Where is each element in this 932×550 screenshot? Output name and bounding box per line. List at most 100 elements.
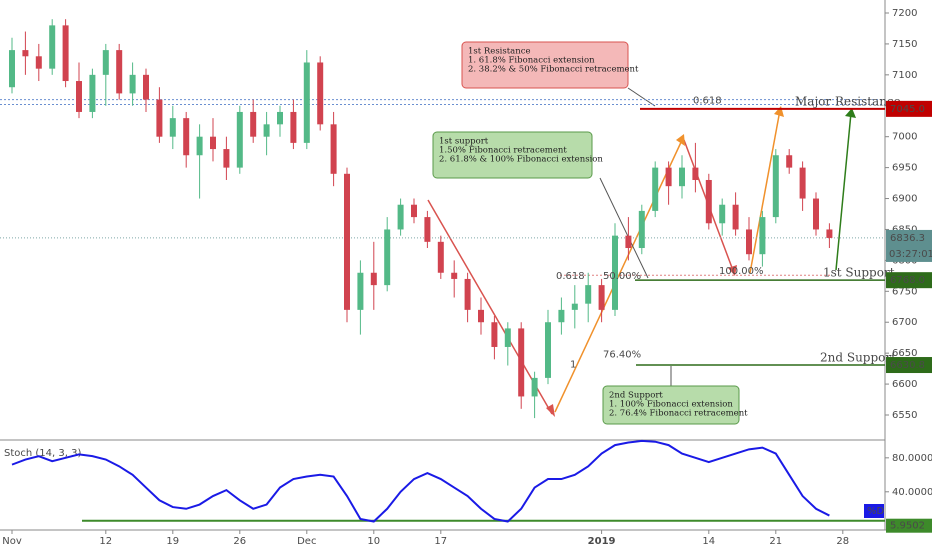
y-tick-label: 7000 bbox=[892, 132, 917, 143]
candle-body bbox=[223, 149, 230, 168]
candle-body bbox=[290, 111, 297, 143]
price-tag-label: 6768.0 bbox=[890, 275, 925, 286]
level-name: Major Resistance bbox=[795, 94, 901, 108]
y-tick-label: 6550 bbox=[892, 410, 917, 421]
candle-body bbox=[250, 111, 257, 137]
series-tag bbox=[864, 504, 884, 518]
x-tick-label: 12 bbox=[99, 536, 112, 547]
candle-body bbox=[612, 235, 618, 310]
annotation-text: 1st support bbox=[439, 137, 489, 147]
price-tag-label: 7045.0 bbox=[890, 104, 925, 115]
pane-title: Stoch (14, 3, 3) bbox=[4, 448, 81, 459]
candle-body bbox=[705, 179, 712, 224]
candle-body bbox=[826, 229, 833, 238]
candle-body bbox=[116, 50, 123, 94]
y-tick-label: 80.0000 bbox=[892, 453, 932, 464]
x-tick-label: 26 bbox=[233, 536, 246, 547]
candle-body bbox=[571, 303, 578, 310]
price-tag-label: 5.9502 bbox=[890, 521, 925, 532]
annotation-text: 1.50% Fibonacci retracement bbox=[439, 146, 567, 156]
series-tag-label: %D bbox=[867, 506, 885, 517]
candle-body bbox=[330, 124, 337, 174]
candle-body bbox=[652, 167, 659, 211]
arrow bbox=[835, 112, 852, 271]
candle-body bbox=[478, 309, 484, 323]
level-name: 1st Support bbox=[823, 266, 895, 280]
candle-body bbox=[156, 99, 163, 137]
candle-body bbox=[719, 204, 726, 224]
candle-body bbox=[89, 74, 96, 112]
candle-body bbox=[518, 328, 525, 397]
candle-body bbox=[598, 285, 605, 310]
candle-body bbox=[143, 74, 149, 100]
candle-body bbox=[344, 173, 350, 310]
y-tick-label: 7100 bbox=[892, 70, 917, 81]
pointer bbox=[599, 177, 649, 279]
candle-body bbox=[692, 167, 699, 180]
annotation-box bbox=[461, 41, 629, 89]
candle-body bbox=[357, 272, 364, 310]
candle-body bbox=[759, 217, 766, 255]
candle-body bbox=[786, 155, 793, 168]
x-tick-label: 14 bbox=[702, 536, 715, 547]
price-tag bbox=[886, 518, 932, 533]
candle-body bbox=[370, 272, 377, 286]
candle-body bbox=[210, 136, 216, 150]
candle-body bbox=[303, 62, 310, 143]
candle-body bbox=[531, 377, 538, 397]
pointer bbox=[627, 87, 656, 107]
candle-body bbox=[62, 25, 69, 82]
candle-body bbox=[76, 81, 82, 112]
annotation-box bbox=[432, 131, 593, 179]
y-tick-label: 40.0000 bbox=[892, 487, 932, 498]
x-tick-label: 19 bbox=[166, 536, 179, 547]
candle-body bbox=[424, 217, 431, 242]
candle-body bbox=[813, 198, 819, 230]
countdown: 03:27:01 bbox=[889, 249, 932, 260]
fib-label: 50.00% bbox=[603, 271, 641, 282]
annotation-text: 1. 100% Fibonacci extension bbox=[609, 400, 733, 410]
candle-body bbox=[464, 278, 471, 310]
annotation-text: 2. 76.4% Fibonacci retracement bbox=[609, 409, 748, 419]
candle-body bbox=[545, 322, 551, 378]
candle-body bbox=[772, 155, 779, 218]
candle-body bbox=[263, 124, 270, 137]
candle-body bbox=[437, 241, 444, 273]
candle-body bbox=[22, 50, 29, 57]
y-tick-label: 6700 bbox=[892, 317, 917, 328]
price-tag-label: 6836.3 bbox=[890, 233, 925, 244]
fib-label: 76.40% bbox=[603, 350, 641, 361]
x-tick-label: Nov bbox=[2, 536, 22, 547]
candle-body bbox=[397, 204, 404, 230]
candle-body bbox=[585, 285, 592, 304]
level-name: 2nd Support bbox=[820, 351, 896, 365]
annotation-text: 1. 61.8% Fibonacci extension bbox=[468, 56, 595, 66]
fib-label: 100.00% bbox=[719, 266, 764, 277]
annotation-text: 1st Resistance bbox=[468, 47, 531, 57]
candle-body bbox=[49, 25, 56, 69]
arrow-head bbox=[728, 265, 737, 276]
x-tick-label: Dec bbox=[297, 536, 316, 547]
candle-body bbox=[236, 111, 243, 168]
price-tag bbox=[886, 357, 932, 374]
fib-label: 0.618 bbox=[693, 96, 722, 107]
arrow-head bbox=[546, 404, 555, 417]
y-tick-label: 6950 bbox=[892, 163, 917, 174]
x-tick-label: 17 bbox=[434, 536, 447, 547]
arrow-head bbox=[676, 134, 685, 146]
y-tick-label: 7200 bbox=[892, 8, 917, 19]
annotation-text: 2. 38.2% & 50% Fibonacci retracement bbox=[468, 65, 639, 75]
price-tag bbox=[886, 100, 932, 117]
candle-body bbox=[129, 74, 136, 94]
annotation-text: 2nd Support bbox=[609, 391, 663, 401]
annotation-box bbox=[602, 385, 740, 425]
candle-body bbox=[451, 272, 458, 279]
candle-body bbox=[638, 210, 645, 249]
price-tag bbox=[886, 229, 932, 262]
arrow bbox=[554, 137, 684, 413]
fib-label: 1 bbox=[570, 360, 576, 371]
candle-body bbox=[183, 118, 190, 156]
candle-body bbox=[317, 62, 324, 125]
